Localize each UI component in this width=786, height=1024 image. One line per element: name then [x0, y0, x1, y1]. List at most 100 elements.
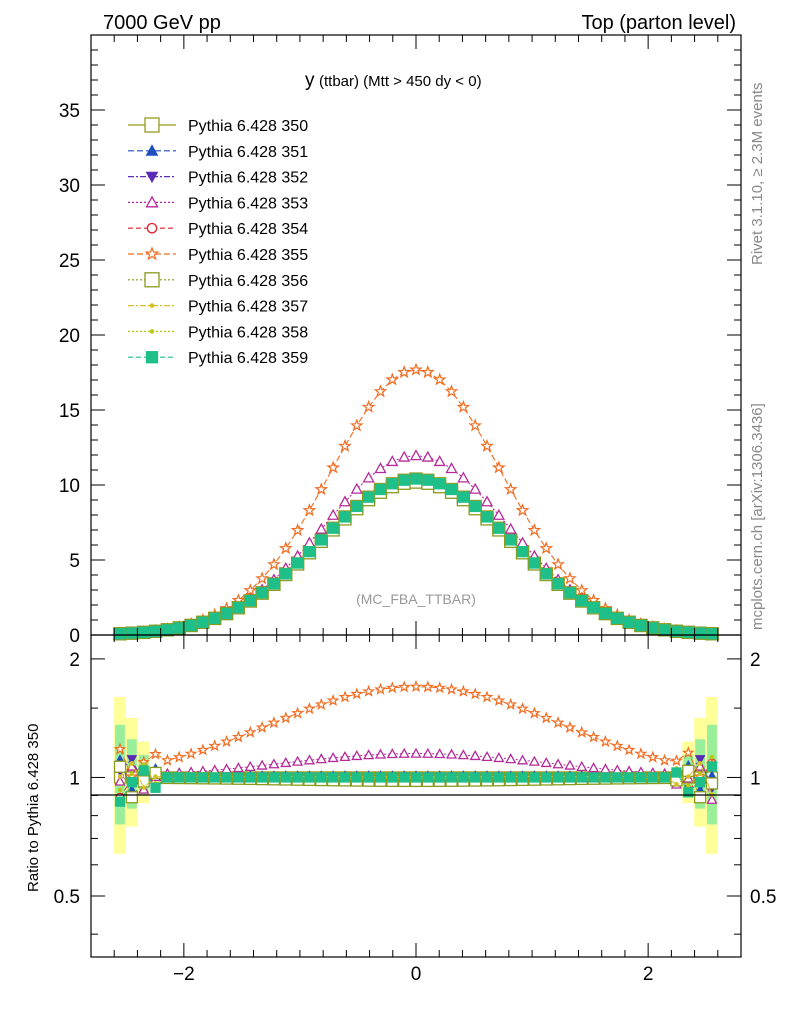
- data-point: [255, 720, 269, 734]
- data-point: [351, 500, 363, 513]
- main-y-tick-label: 0: [69, 626, 80, 647]
- data-point: [706, 628, 718, 640]
- ratio-series-line: [119, 686, 713, 778]
- data-point: [540, 568, 552, 580]
- data-point: [516, 754, 529, 765]
- data-point: [279, 711, 293, 724]
- ratio-y-axis-label: Ratio to Pythia 6.428 350: [25, 724, 42, 892]
- data-point: [350, 482, 363, 494]
- data-point: [671, 767, 682, 778]
- ratio-series-layer: [113, 679, 719, 807]
- data-point: [432, 372, 447, 386]
- data-point: [709, 754, 715, 760]
- data-point: [540, 757, 552, 768]
- data-point: [422, 772, 433, 783]
- ratio-series-9: [114, 761, 718, 807]
- data-point: [600, 772, 611, 783]
- legend-label: Pythia 6.428 358: [188, 324, 308, 341]
- data-point: [314, 482, 329, 496]
- data-point: [493, 752, 505, 763]
- data-point: [361, 399, 376, 413]
- ratio-series-5: [113, 679, 719, 783]
- ratio-plot: 0.5 0.5 1 1 2 2 −2 0 2 Ratio to Pythia 6.428 35…: [25, 634, 776, 985]
- legend-entry: Pythia 6.428 354: [128, 221, 308, 238]
- data-point: [563, 571, 577, 585]
- data-point: [129, 771, 135, 777]
- data-point: [146, 222, 158, 234]
- data-point: [267, 557, 281, 571]
- data-point: [491, 460, 506, 474]
- data-point: [138, 626, 150, 639]
- data-point: [576, 760, 588, 771]
- data-point: [385, 372, 400, 386]
- data-point: [686, 774, 691, 779]
- series-line: [119, 478, 713, 635]
- ratio-y-tick-label-right: 1: [750, 768, 761, 789]
- ratio-y-tick-label-right: 0.5: [750, 887, 776, 908]
- data-point: [117, 787, 123, 793]
- data-point: [197, 772, 209, 783]
- data-point: [694, 627, 706, 639]
- data-point: [245, 772, 256, 783]
- rivet-note: Rivet 3.1.10, ≥ 2.3M events: [749, 83, 766, 266]
- data-point: [232, 762, 245, 773]
- ratio-y-tick-label-right: 2: [750, 650, 761, 671]
- data-point: [256, 759, 268, 770]
- data-point: [445, 748, 458, 759]
- data-point: [433, 455, 446, 467]
- data-point: [470, 772, 481, 783]
- data-point: [683, 787, 694, 798]
- data-point: [338, 690, 352, 703]
- data-point: [387, 772, 398, 783]
- legend-label: Pythia 6.428 359: [188, 350, 308, 367]
- data-point: [374, 462, 387, 474]
- legend: Pythia 6.428 350 Pythia 6.428 351 Pythia 6…: [128, 117, 308, 367]
- data-point: [421, 450, 434, 462]
- data-point: [363, 772, 374, 783]
- data-point: [504, 697, 518, 710]
- legend-entry: Pythia 6.428 351: [128, 144, 308, 161]
- data-point: [551, 716, 565, 729]
- header-left: 7000 GeV pp: [103, 12, 221, 34]
- data-point: [576, 772, 587, 783]
- data-point: [503, 482, 518, 496]
- data-point: [469, 482, 482, 494]
- header-right: Top (parton level): [581, 12, 736, 34]
- data-point: [658, 753, 671, 766]
- data-point: [362, 491, 375, 503]
- data-point: [244, 760, 256, 771]
- data-point: [409, 362, 423, 376]
- data-point: [363, 749, 375, 760]
- data-point: [145, 144, 159, 156]
- data-point: [290, 523, 305, 537]
- data-point: [397, 365, 412, 379]
- data-point: [338, 495, 352, 507]
- data-point: [149, 329, 155, 334]
- data-point: [114, 796, 126, 807]
- data-point: [316, 772, 327, 783]
- data-point: [481, 511, 493, 523]
- data-point: [493, 522, 505, 534]
- data-point: [492, 693, 506, 707]
- legend-entry: Pythia 6.428 350: [128, 117, 308, 135]
- data-point: [220, 734, 233, 748]
- data-point: [149, 747, 162, 760]
- data-point: [278, 541, 293, 555]
- data-point: [144, 246, 160, 261]
- data-point: [659, 772, 670, 783]
- data-point: [539, 711, 553, 724]
- series-7: [117, 476, 715, 637]
- data-point: [670, 754, 683, 767]
- data-point: [256, 587, 268, 599]
- series-line: [119, 481, 713, 635]
- series-8: [117, 476, 715, 637]
- data-point: [681, 745, 695, 759]
- data-point: [421, 680, 435, 693]
- data-point: [457, 471, 470, 483]
- data-point: [291, 557, 304, 569]
- data-point: [375, 772, 386, 783]
- data-point: [515, 503, 530, 517]
- data-point: [468, 418, 483, 432]
- data-point: [349, 418, 364, 432]
